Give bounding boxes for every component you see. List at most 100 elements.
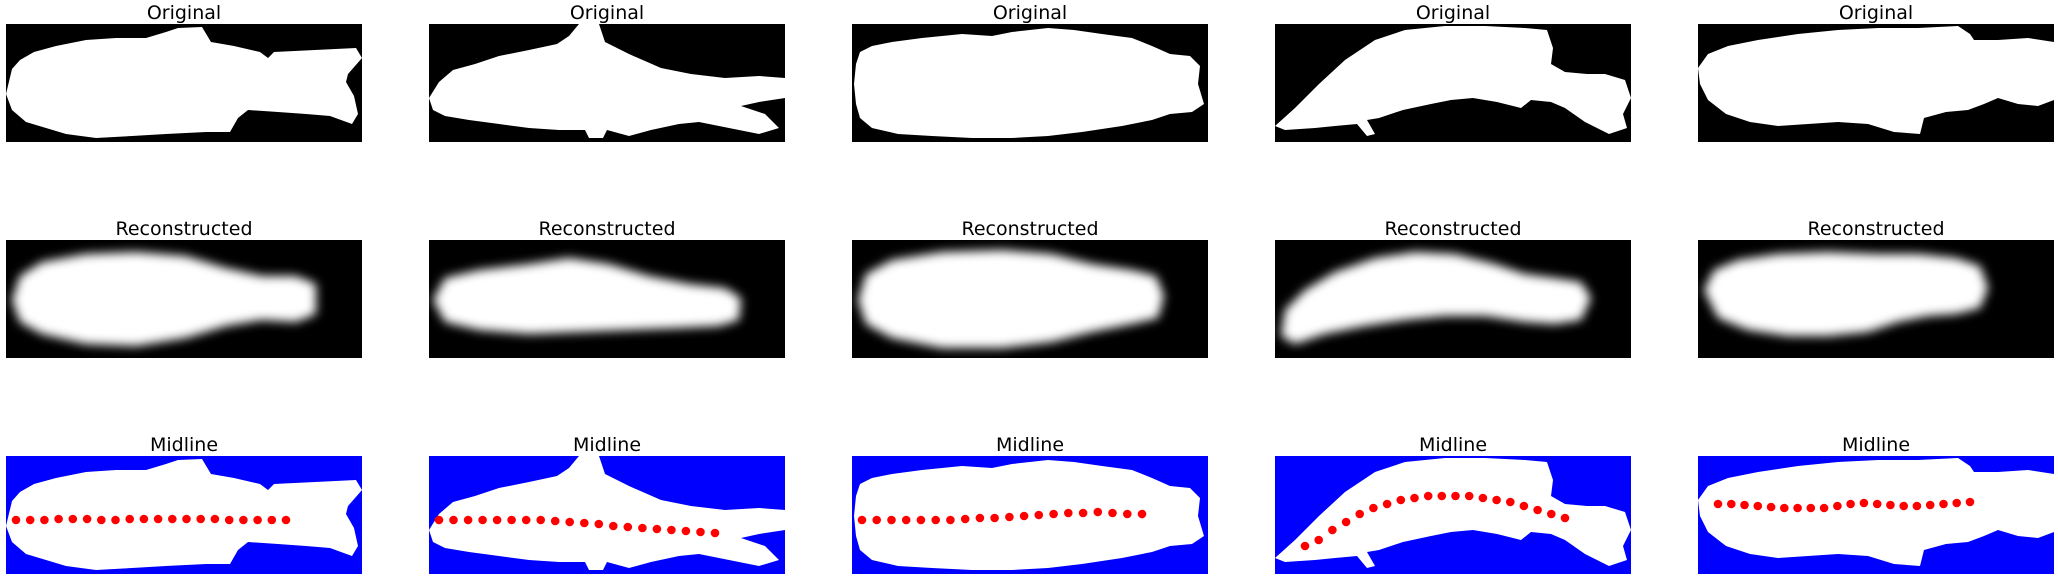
midline-point xyxy=(1740,500,1749,510)
midline-point xyxy=(960,514,970,524)
midline-point xyxy=(1819,503,1829,513)
midline-point xyxy=(1793,503,1802,513)
midline-point xyxy=(1533,505,1542,515)
midline-point xyxy=(1478,493,1488,503)
midline-point xyxy=(253,515,262,525)
midline-point xyxy=(1078,508,1088,518)
midline-panel-3 xyxy=(852,456,1208,574)
reconstructed-mask-2 xyxy=(429,240,785,358)
title-original-1: Original xyxy=(146,2,222,24)
midline-point xyxy=(1872,499,1882,509)
original-mask-5 xyxy=(1698,24,2054,142)
midline-point xyxy=(887,515,896,525)
midline-point xyxy=(1727,499,1736,509)
midline-point xyxy=(111,515,120,525)
midline-point xyxy=(1952,498,1961,508)
midline-point xyxy=(1382,499,1392,509)
midline-point xyxy=(224,515,234,525)
midline-point xyxy=(1049,509,1058,519)
midline-point xyxy=(1806,503,1816,513)
midline-point xyxy=(990,513,999,523)
reconstructed-mask-3 xyxy=(852,240,1208,358)
reconstructed-mask-4 xyxy=(1275,240,1631,358)
midline-point xyxy=(1547,509,1556,519)
original-mask-3 xyxy=(852,24,1208,142)
midline-point xyxy=(1137,509,1147,519)
midline-point xyxy=(975,513,985,523)
midline-point xyxy=(97,515,106,525)
midline-point xyxy=(565,517,574,527)
midline-point xyxy=(1123,509,1132,519)
midline-point xyxy=(1560,513,1570,523)
midline-point xyxy=(139,514,149,524)
midline-point xyxy=(1833,501,1842,511)
midline-point xyxy=(1492,495,1501,505)
midline-point xyxy=(210,514,220,524)
midline-point xyxy=(54,514,63,524)
original-mask-4 xyxy=(1275,24,1631,142)
midline-point xyxy=(638,523,647,533)
midline-point xyxy=(267,515,277,525)
title-reconstructed-5: Reconstructed xyxy=(1807,218,1945,240)
midline-point xyxy=(68,514,78,524)
midline-point xyxy=(696,527,705,537)
midline-point xyxy=(1341,517,1351,527)
midline-point xyxy=(710,528,720,538)
midline-point xyxy=(1965,497,1975,507)
midline-point xyxy=(1846,499,1855,509)
midline-point xyxy=(652,524,662,534)
midline-point xyxy=(182,514,191,524)
midline-point xyxy=(196,514,205,524)
midline-point xyxy=(667,525,676,535)
midline-point xyxy=(1912,501,1922,511)
midline-point xyxy=(281,515,291,525)
midline-point xyxy=(239,515,248,525)
title-original-3: Original xyxy=(992,2,1068,24)
midline-point xyxy=(153,514,163,524)
title-midline-2: Midline xyxy=(572,434,642,456)
midline-point xyxy=(1314,535,1323,545)
midline-point xyxy=(946,515,955,525)
midline-point xyxy=(1939,499,1948,509)
midline-point xyxy=(1713,499,1723,509)
midline-point xyxy=(125,514,134,524)
original-mask-1 xyxy=(6,24,362,142)
midline-point xyxy=(1780,503,1789,513)
midline-point xyxy=(1766,502,1776,512)
midline-point xyxy=(536,515,545,525)
midline-point xyxy=(1451,491,1460,501)
midline-panel-4 xyxy=(1275,456,1631,574)
midline-point xyxy=(82,514,92,524)
midline-point xyxy=(550,516,560,526)
midline-panel-2 xyxy=(429,456,785,574)
midline-point xyxy=(40,515,49,525)
midline-point xyxy=(11,515,21,525)
midline-point xyxy=(580,518,589,528)
midline-point xyxy=(521,515,531,525)
midline-point xyxy=(916,515,926,525)
title-midline-3: Midline xyxy=(995,434,1065,456)
title-reconstructed-2: Reconstructed xyxy=(538,218,676,240)
midline-point xyxy=(1859,498,1869,508)
midline-point xyxy=(1464,491,1474,501)
title-reconstructed-3: Reconstructed xyxy=(961,218,1099,240)
midline-point xyxy=(478,515,487,525)
midline-point xyxy=(1506,497,1515,507)
midline-point xyxy=(1355,509,1364,519)
title-midline-4: Midline xyxy=(1418,434,1488,456)
midline-point xyxy=(1519,501,1529,511)
midline-point xyxy=(931,515,940,525)
midline-point xyxy=(1369,503,1378,513)
midline-point xyxy=(1410,493,1419,503)
midline-point xyxy=(623,522,633,532)
midline-point xyxy=(857,515,867,525)
midline-point xyxy=(681,526,691,536)
midline-point xyxy=(492,515,502,525)
midline-point xyxy=(1108,508,1117,518)
midline-point xyxy=(1019,511,1029,521)
midline-point xyxy=(1396,495,1406,505)
midline-point xyxy=(901,515,911,525)
midline-point xyxy=(1423,491,1433,501)
midline-point xyxy=(507,515,516,525)
midline-point xyxy=(872,515,881,525)
